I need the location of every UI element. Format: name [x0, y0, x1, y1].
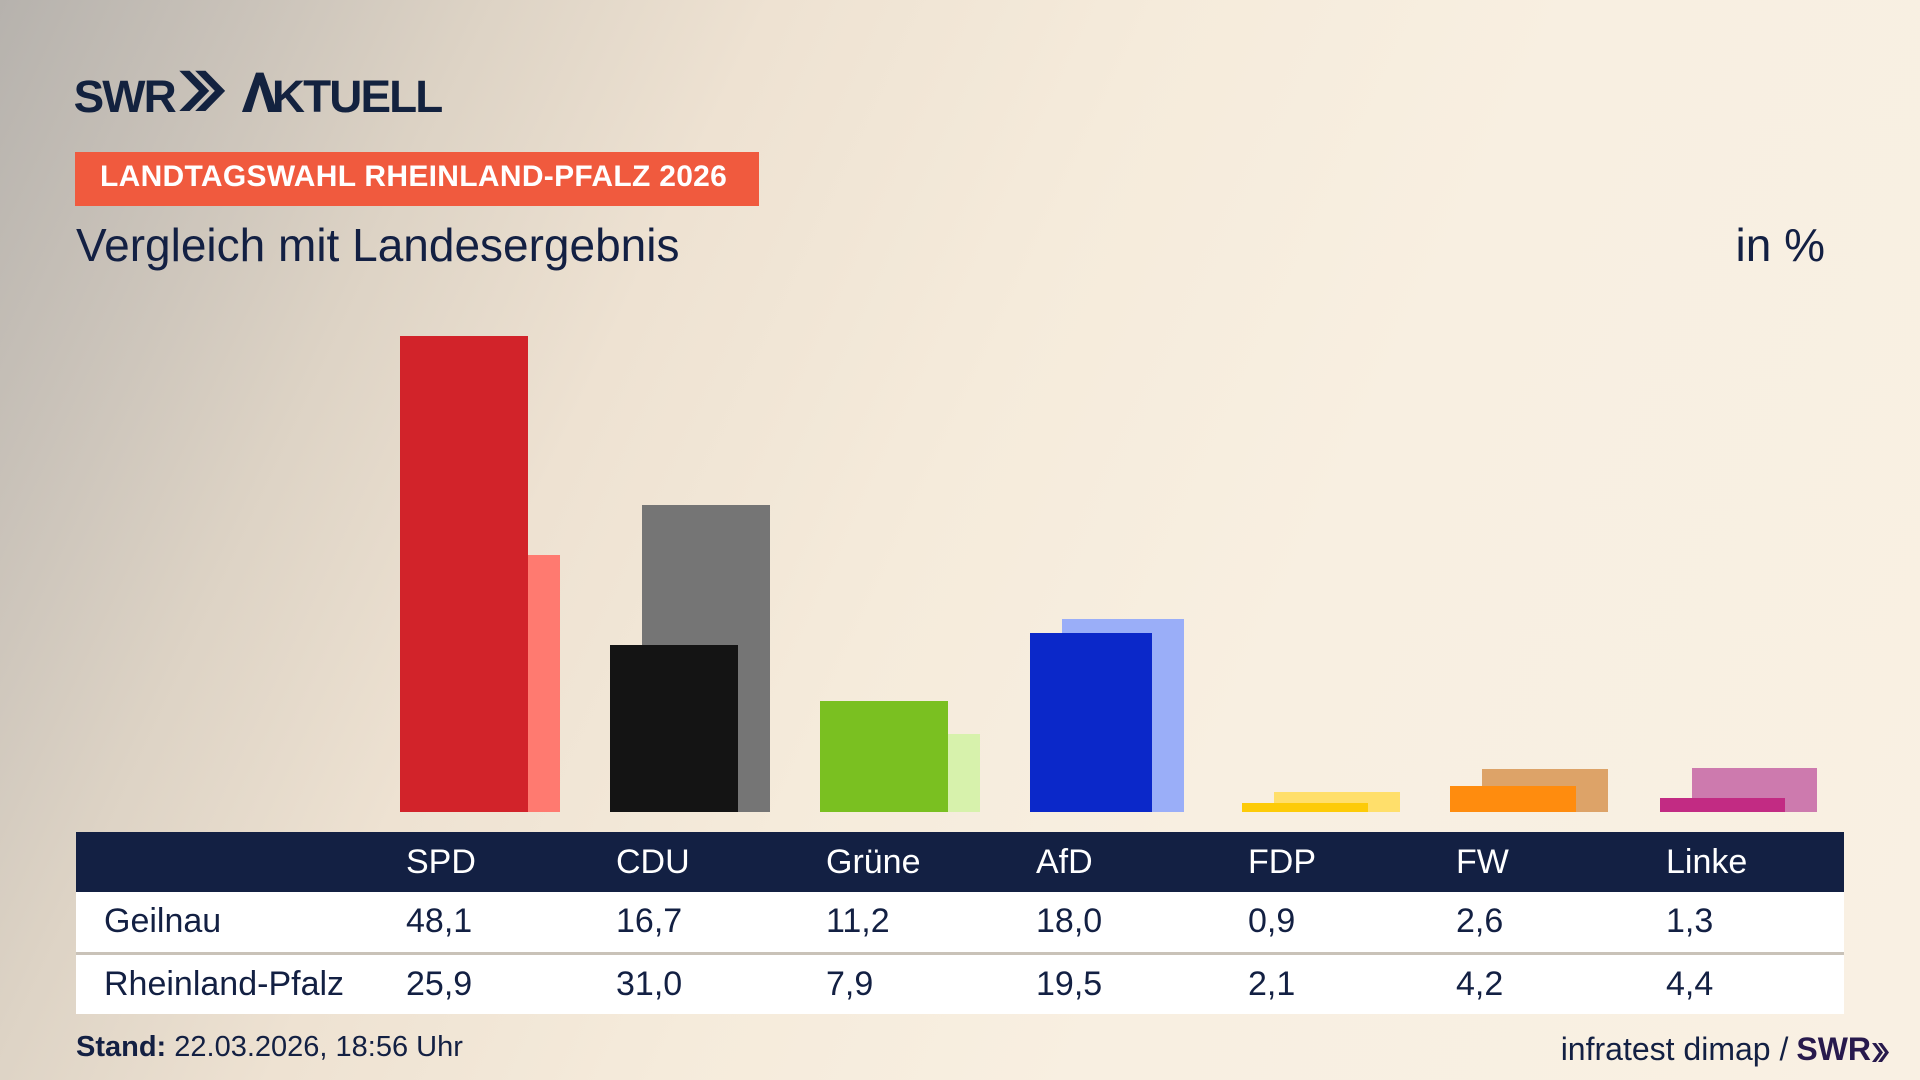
svg-text:KTUELL: KTUELL [272, 71, 442, 122]
svg-text:SWR: SWR [74, 71, 177, 122]
